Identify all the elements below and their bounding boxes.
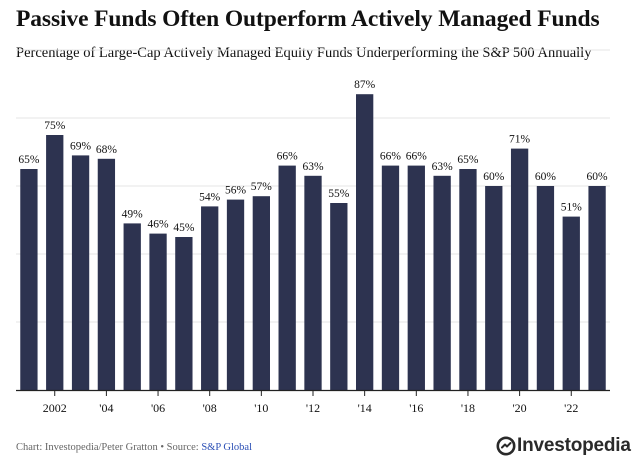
bar [562,216,580,390]
bar [459,169,477,390]
x-tick-label: '10 [254,401,268,415]
bar [46,135,64,390]
data-label: 51% [561,202,583,214]
x-tick-label: '16 [409,401,423,415]
data-label: 60% [587,171,609,183]
data-label: 65% [18,154,40,166]
bar [71,155,90,390]
bar [175,237,193,390]
x-tick-label: 2002 [43,401,67,415]
bar [510,148,529,390]
chart-title: Passive Funds Often Outperform Actively … [16,6,600,32]
data-label: 71% [509,134,531,146]
bar [201,206,219,390]
data-label: 45% [173,222,195,234]
logo-mark-icon [496,436,516,456]
x-tick-label: '20 [513,401,527,415]
bar [278,165,296,390]
bars [20,94,606,390]
bar [20,169,38,390]
investopedia-logo: Investopedia [496,433,631,459]
bar [588,186,606,390]
x-axis: 2002 '04 '06 '08 '10 '12 '14 '16 '18 '20 '22 [16,389,610,415]
data-label: 60% [483,171,505,183]
x-tick-label: '22 [564,401,578,415]
data-label: 65% [457,154,479,166]
bar [149,233,167,390]
data-label: 49% [122,208,144,220]
x-tick-label: '14 [358,401,372,415]
data-label: 68% [96,144,118,156]
x-tick-label: '04 [99,401,113,415]
data-label: 63% [302,161,324,173]
logo-text: Investopedia [517,435,631,456]
bar [123,223,141,390]
bar [536,186,555,390]
x-tick-label: '18 [461,401,475,415]
chart-footer: Chart: Investopedia/Peter Gratton • Sour… [16,442,252,453]
data-label: 54% [199,191,221,203]
data-label: 55% [328,188,350,200]
data-label: 56% [225,185,247,197]
x-tick-label: '06 [151,401,165,415]
data-label: 66% [277,151,299,163]
x-tick-label: '12 [306,401,320,415]
bar [433,175,451,390]
data-label: 66% [380,151,402,163]
bar [304,175,322,390]
chart-credit: Chart: Investopedia/Peter Gratton • Sour… [16,442,202,453]
bar [330,203,348,390]
data-label: 69% [70,140,92,152]
bar [485,186,503,390]
bar [226,199,245,390]
source-link[interactable]: S&P Global [201,442,253,453]
x-tick-label: '08 [203,401,217,415]
bar [381,165,400,390]
data-label: 57% [251,181,273,193]
bar [252,196,270,390]
bar [356,94,374,390]
chart-subtitle: Percentage of Large-Cap Actively Managed… [16,45,592,61]
data-label: 75% [44,120,66,132]
data-label: 46% [147,219,169,231]
data-label: 87% [354,79,376,91]
data-label: 60% [535,171,557,183]
data-label: 63% [432,161,454,173]
bar [407,165,425,390]
bar [97,158,116,390]
data-label: 66% [406,151,428,163]
data-labels: 65%75%69% 68%49%46% 45%54%56% 57%66%63%55%8… [18,79,608,234]
